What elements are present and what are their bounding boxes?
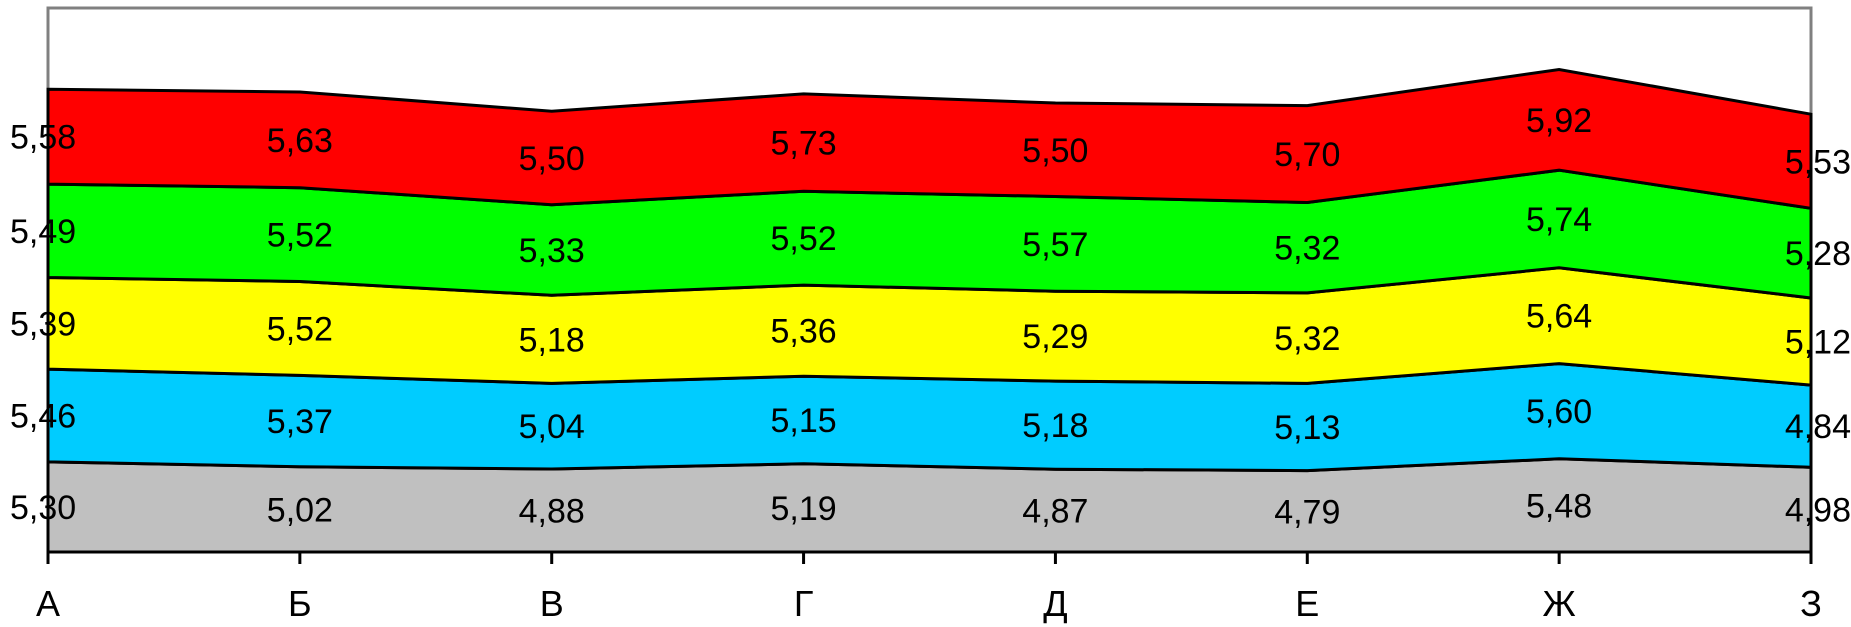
data-label: 4,98 bbox=[1785, 492, 1851, 530]
data-label: 5,39 bbox=[10, 305, 76, 343]
data-label: 5,73 bbox=[771, 125, 837, 163]
data-label: 5,19 bbox=[771, 490, 837, 528]
data-label: 4,88 bbox=[519, 493, 585, 531]
data-label: 5,32 bbox=[1274, 320, 1340, 358]
data-label: 5,52 bbox=[267, 310, 333, 348]
x-tick-label: В bbox=[540, 583, 564, 624]
data-label: 4,79 bbox=[1274, 493, 1340, 531]
data-label: 5,70 bbox=[1274, 136, 1340, 174]
data-label: 5,15 bbox=[771, 402, 837, 440]
x-tick-label: Д bbox=[1043, 583, 1067, 624]
data-label: 5,28 bbox=[1785, 235, 1851, 273]
data-label: 5,36 bbox=[771, 313, 837, 351]
data-labels-group: 5,30 5,02 4,88 5,19 4,87 4,79 5,48 4,98 5,46 5,37… bbox=[10, 102, 1851, 531]
data-label: 5,29 bbox=[1022, 318, 1088, 356]
data-label: 5,74 bbox=[1526, 201, 1592, 239]
data-label: 5,32 bbox=[1274, 230, 1340, 268]
x-tick-label: Ж bbox=[1543, 583, 1576, 624]
x-tick-label: Б bbox=[288, 583, 312, 624]
data-label: 5,60 bbox=[1526, 393, 1592, 431]
data-label: 5,64 bbox=[1526, 298, 1592, 336]
x-tick-label: Г bbox=[794, 583, 814, 624]
area-series-5 bbox=[46, 67, 1813, 211]
data-label: 5,13 bbox=[1274, 409, 1340, 447]
x-tick-label: З bbox=[1800, 583, 1822, 624]
data-label: 5,48 bbox=[1526, 487, 1592, 525]
data-label: 5,04 bbox=[519, 408, 585, 446]
data-label: 5,50 bbox=[519, 140, 585, 178]
x-axis-ticks-group: А Б В Г Д Е Ж З bbox=[36, 552, 1822, 624]
data-label: 4,84 bbox=[1785, 408, 1851, 446]
data-label: 5,46 bbox=[10, 398, 76, 436]
data-label: 5,37 bbox=[267, 403, 333, 441]
data-label: 5,50 bbox=[1022, 132, 1088, 170]
data-label: 5,53 bbox=[1785, 143, 1851, 181]
data-label: 5,92 bbox=[1526, 102, 1592, 140]
data-label: 5,33 bbox=[519, 232, 585, 270]
data-label: 5,52 bbox=[267, 217, 333, 255]
data-label: 5,12 bbox=[1785, 324, 1851, 362]
data-label: 5,57 bbox=[1022, 226, 1088, 264]
data-label: 5,30 bbox=[10, 489, 76, 527]
x-tick-label: А bbox=[36, 583, 60, 624]
x-tick-label: Е bbox=[1295, 583, 1319, 624]
data-label: 5,18 bbox=[1022, 407, 1088, 445]
data-label: 5,63 bbox=[267, 122, 333, 160]
data-label: 5,49 bbox=[10, 213, 76, 251]
data-label: 4,87 bbox=[1022, 493, 1088, 531]
area-series-group bbox=[46, 67, 1813, 554]
data-label: 5,58 bbox=[10, 119, 76, 157]
data-label: 5,52 bbox=[771, 220, 837, 258]
data-label: 5,02 bbox=[267, 491, 333, 529]
data-label: 5,18 bbox=[519, 321, 585, 359]
